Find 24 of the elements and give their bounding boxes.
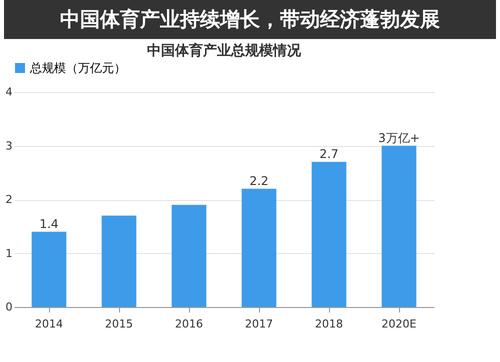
y-tick-label: 3 <box>6 139 12 152</box>
x-tick-label: 2018 <box>315 318 343 330</box>
x-tick-label: 2017 <box>245 318 273 330</box>
data-label: 1.4 <box>39 216 59 231</box>
x-tick-label: 2016 <box>175 318 203 330</box>
y-tick-label: 1 <box>6 246 12 260</box>
x-tick-label: 2014 <box>35 318 63 330</box>
legend-label: 总规模（万亿元） <box>29 61 126 75</box>
bar <box>172 204 206 307</box>
bar <box>242 188 276 307</box>
y-tick-label: 0 <box>6 300 12 314</box>
data-label: 2.7 <box>319 146 339 161</box>
x-tick-label: 2015 <box>105 318 133 330</box>
bar <box>382 146 416 307</box>
text: 中国体育产业持续增长，带动经济蓬勃发展 <box>4 0 496 39</box>
y-tick-label: 2 <box>6 193 12 206</box>
chart-title: 中国体育产业总规模情况 <box>147 42 302 59</box>
y-tick-label: 4 <box>6 86 12 98</box>
data-label: 3万亿+ <box>378 130 420 145</box>
x-tick-label: 2020E <box>382 318 417 330</box>
bar <box>312 162 346 307</box>
bar <box>32 232 66 307</box>
bar <box>102 216 136 307</box>
data-label: 2.2 <box>249 174 269 188</box>
